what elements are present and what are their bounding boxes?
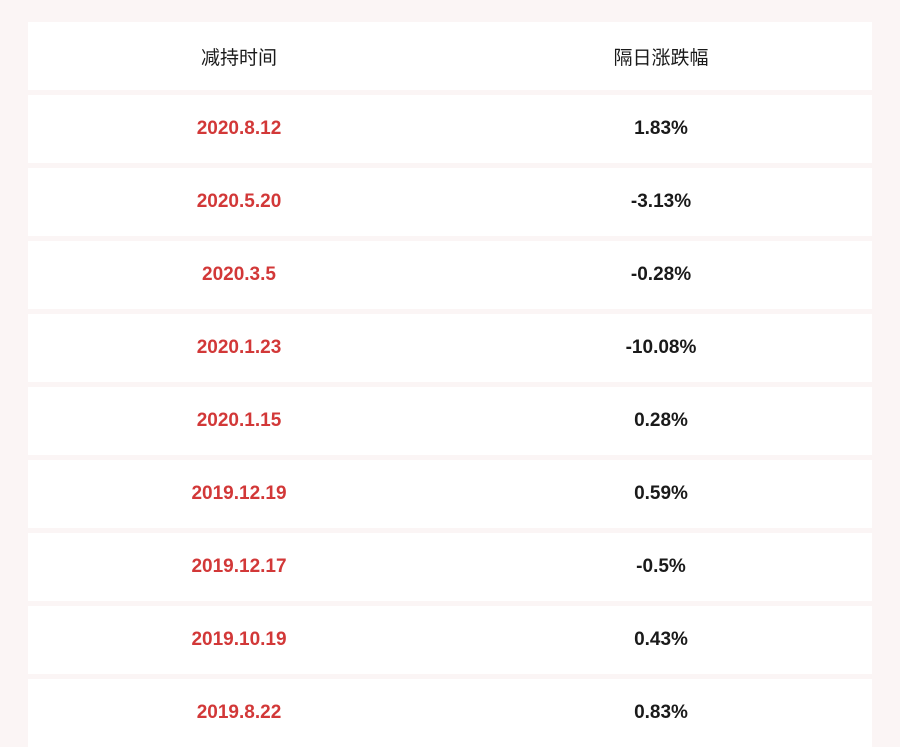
table-row: 2020.1.23 -10.08% bbox=[28, 314, 872, 382]
cell-value: 0.28% bbox=[450, 410, 872, 432]
table-row: 2020.5.20 -3.13% bbox=[28, 168, 872, 236]
header-date-column: 减持时间 bbox=[28, 43, 450, 70]
cell-date: 2019.10.19 bbox=[28, 629, 450, 651]
cell-value: -0.28% bbox=[450, 264, 872, 286]
table-row: 2020.1.15 0.28% bbox=[28, 387, 872, 455]
cell-date: 2020.1.23 bbox=[28, 337, 450, 359]
table-header-row: 减持时间 隔日涨跌幅 bbox=[28, 22, 872, 90]
table-row: 2020.8.12 1.83% bbox=[28, 95, 872, 163]
data-table: 减持时间 隔日涨跌幅 2020.8.12 1.83% 2020.5.20 -3.… bbox=[28, 22, 872, 747]
cell-date: 2019.12.17 bbox=[28, 556, 450, 578]
table-row: 2019.12.19 0.59% bbox=[28, 460, 872, 528]
cell-date: 2020.1.15 bbox=[28, 410, 450, 432]
cell-date: 2020.5.20 bbox=[28, 191, 450, 213]
table-row: 2020.3.5 -0.28% bbox=[28, 241, 872, 309]
cell-value: -10.08% bbox=[450, 337, 872, 359]
cell-date: 2020.3.5 bbox=[28, 264, 450, 286]
cell-value: 0.43% bbox=[450, 629, 872, 651]
cell-value: 0.59% bbox=[450, 483, 872, 505]
header-value-column: 隔日涨跌幅 bbox=[450, 43, 872, 70]
cell-date: 2019.12.19 bbox=[28, 483, 450, 505]
cell-date: 2019.8.22 bbox=[28, 702, 450, 724]
cell-date: 2020.8.12 bbox=[28, 118, 450, 140]
cell-value: -3.13% bbox=[450, 191, 872, 213]
table-row: 2019.8.22 0.83% bbox=[28, 679, 872, 747]
cell-value: -0.5% bbox=[450, 556, 872, 578]
table-row: 2019.10.19 0.43% bbox=[28, 606, 872, 674]
cell-value: 0.83% bbox=[450, 702, 872, 724]
table-row: 2019.12.17 -0.5% bbox=[28, 533, 872, 601]
cell-value: 1.83% bbox=[450, 118, 872, 140]
